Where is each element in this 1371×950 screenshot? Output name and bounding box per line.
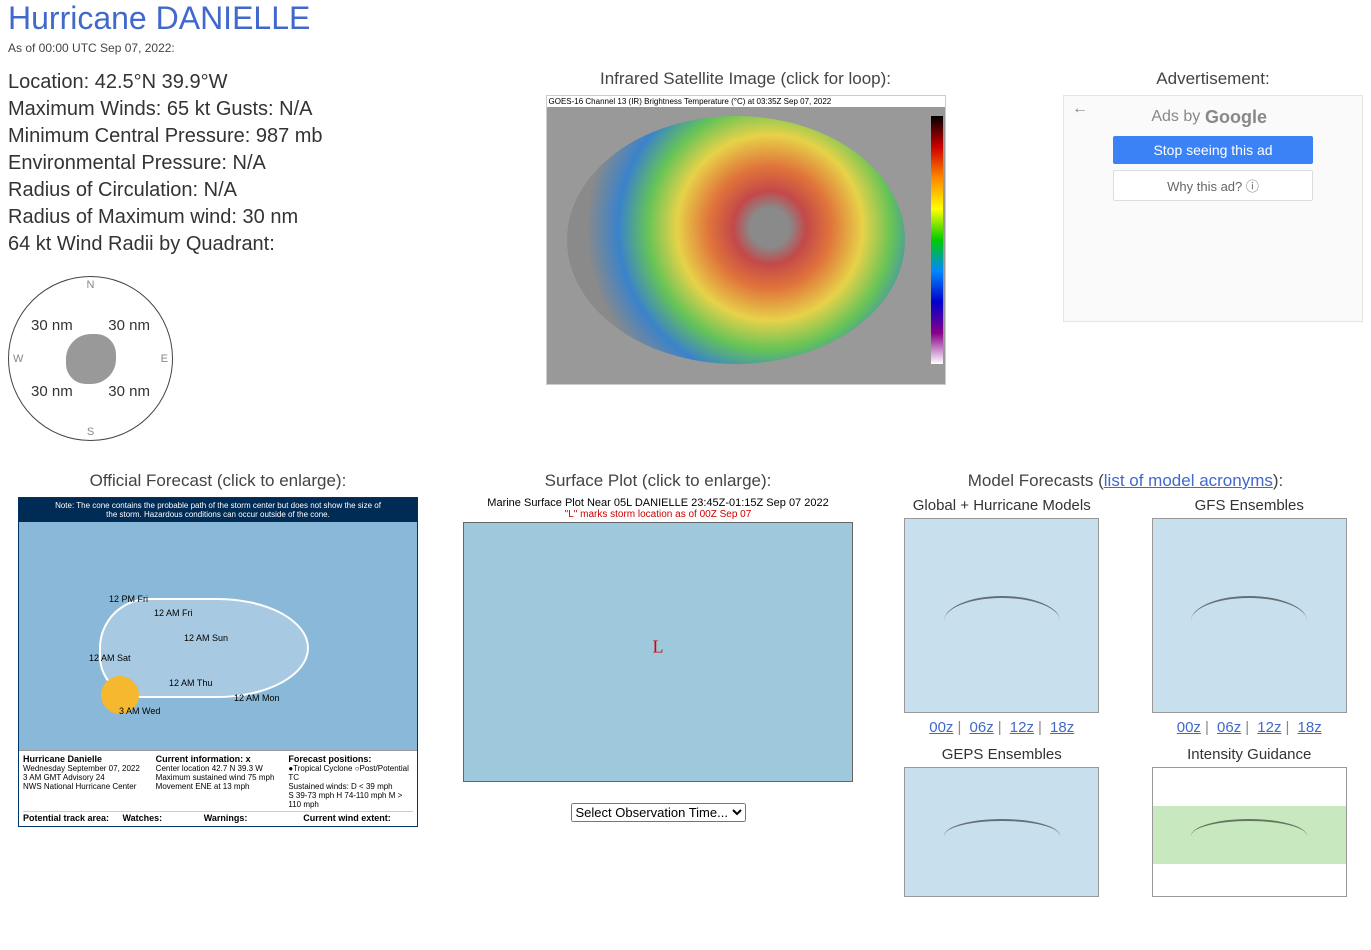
stat-min-pressure: Minimum Central Pressure: 987 mb — [8, 123, 428, 150]
ad-back-arrow-icon[interactable]: ← — [1072, 100, 1088, 118]
top-row: Location: 42.5°N 39.9°W Maximum Winds: 6… — [8, 69, 1363, 441]
forecast-info-panel: Hurricane Danielle Wednesday September 0… — [19, 750, 417, 826]
stat-radius-maxwind: Radius of Maximum wind: 30 nm — [8, 204, 428, 231]
forecast-point-6: 12 AM Sun — [184, 633, 228, 643]
compass-ne-label: 30 nm — [106, 317, 152, 334]
satellite-image[interactable]: GOES-16 Channel 13 (IR) Brightness Tempe… — [546, 95, 946, 385]
svg-text:Google: Google — [1205, 107, 1267, 127]
compass-n: N — [87, 279, 95, 291]
gfs-link-18z[interactable]: 18z — [1298, 719, 1322, 736]
stat-wind-radii-header: 64 kt Wind Radii by Quadrant: — [8, 231, 428, 258]
model-forecasts-column: Model Forecasts (list of model acronyms)… — [888, 471, 1363, 897]
stat-env-pressure: Environmental Pressure: N/A — [8, 150, 428, 177]
gfs-link-00z[interactable]: 00z — [1177, 719, 1201, 736]
compass-se-label: 30 nm — [106, 383, 152, 400]
bottom-row: Official Forecast (click to enlarge): No… — [8, 471, 1363, 897]
intensity-guidance-title: Intensity Guidance — [1136, 746, 1364, 763]
advertisement-column: Advertisement: ← Ads by Google Stop seei… — [1063, 69, 1363, 322]
stop-seeing-ad-button[interactable]: Stop seeing this ad — [1113, 136, 1313, 164]
satellite-colorbar — [931, 116, 943, 364]
forecast-point-3: 12 AM Fri — [154, 608, 193, 618]
compass-nw-label: 30 nm — [29, 317, 75, 334]
global-link-06z[interactable]: 06z — [970, 719, 994, 736]
surface-plot-subtitle: "L" marks storm location as of 00Z Sep 0… — [458, 509, 858, 520]
global-models-title: Global + Hurricane Models — [888, 497, 1116, 514]
surface-plot-l-marker: L — [653, 636, 664, 657]
forecast-point-5: 12 AM Sat — [89, 653, 131, 663]
model-acronyms-link[interactable]: list of model acronyms — [1104, 471, 1273, 490]
intensity-guidance-block: Intensity Guidance — [1136, 746, 1364, 897]
global-models-image[interactable] — [904, 518, 1099, 713]
page-title: Hurricane DANIELLE — [8, 0, 1363, 37]
intensity-guidance-image[interactable] — [1152, 767, 1347, 897]
surface-plot-label: Surface Plot (click to enlarge): — [448, 471, 868, 491]
gfs-link-12z[interactable]: 12z — [1257, 719, 1281, 736]
satellite-label: Infrared Satellite Image (click for loop… — [458, 69, 1033, 89]
geps-ensembles-title: GEPS Ensembles — [888, 746, 1116, 763]
advertisement-label: Advertisement: — [1063, 69, 1363, 89]
compass-sw-label: 30 nm — [29, 383, 75, 400]
official-forecast-label: Official Forecast (click to enlarge): — [8, 471, 428, 491]
official-forecast-image[interactable]: Note: The cone contains the probable pat… — [18, 497, 418, 827]
gfs-ensembles-links: 00z| 06z| 12z| 18z — [1136, 719, 1364, 736]
stat-max-winds: Maximum Winds: 65 kt Gusts: N/A — [8, 96, 428, 123]
ads-by-label: Ads by Google — [1104, 106, 1322, 128]
surface-plot-image[interactable]: Marine Surface Plot Near 05L DANIELLE 23… — [458, 497, 858, 797]
forecast-point-7: 12 AM Mon — [234, 693, 280, 703]
global-link-18z[interactable]: 18z — [1050, 719, 1074, 736]
global-models-links: 00z| 06z| 12z| 18z — [888, 719, 1116, 736]
surface-plot-title: Marine Surface Plot Near 05L DANIELLE 23… — [458, 497, 858, 509]
observation-time-select[interactable]: Select Observation Time... — [571, 803, 746, 822]
stat-location: Location: 42.5°N 39.9°W — [8, 69, 428, 96]
model-forecasts-label: Model Forecasts (list of model acronyms)… — [888, 471, 1363, 491]
wind-radii-compass: N S E W 30 nm 30 nm 30 nm 30 nm — [8, 276, 428, 441]
satellite-column: Infrared Satellite Image (click for loop… — [458, 69, 1033, 385]
forecast-point-1: 3 AM Wed — [119, 706, 160, 716]
compass-w: W — [13, 353, 23, 365]
official-forecast-column: Official Forecast (click to enlarge): No… — [8, 471, 428, 827]
compass-s: S — [87, 426, 94, 438]
global-link-00z[interactable]: 00z — [929, 719, 953, 736]
satellite-image-title: GOES-16 Channel 13 (IR) Brightness Tempe… — [547, 96, 945, 107]
why-this-ad-button[interactable]: Why this ad? ⓘ — [1113, 170, 1313, 201]
satellite-swirl-icon — [567, 116, 905, 364]
forecast-banner: Note: The cone contains the probable pat… — [19, 498, 417, 522]
forecast-point-4: 12 PM Fri — [109, 594, 148, 604]
forecast-point-2: 12 AM Thu — [169, 678, 212, 688]
google-logo-icon: Google — [1205, 106, 1275, 128]
gfs-ensembles-image[interactable] — [1152, 518, 1347, 713]
surface-plot-column: Surface Plot (click to enlarge): Marine … — [448, 471, 868, 822]
gfs-ensembles-block: GFS Ensembles 00z| 06z| 12z| 18z — [1136, 497, 1364, 736]
storm-stats: Location: 42.5°N 39.9°W Maximum Winds: 6… — [8, 69, 428, 258]
compass-blob-icon — [66, 334, 116, 384]
as-of-line: As of 00:00 UTC Sep 07, 2022: — [8, 41, 1363, 55]
stat-radius-circulation: Radius of Circulation: N/A — [8, 177, 428, 204]
global-models-block: Global + Hurricane Models 00z| 06z| 12z|… — [888, 497, 1116, 736]
compass-e: E — [161, 353, 168, 365]
storm-stats-column: Location: 42.5°N 39.9°W Maximum Winds: 6… — [8, 69, 428, 441]
gfs-link-06z[interactable]: 06z — [1217, 719, 1241, 736]
global-link-12z[interactable]: 12z — [1010, 719, 1034, 736]
geps-ensembles-image[interactable] — [904, 767, 1099, 897]
ad-box: ← Ads by Google Stop seeing this ad Why … — [1063, 95, 1363, 322]
gfs-ensembles-title: GFS Ensembles — [1136, 497, 1364, 514]
geps-ensembles-block: GEPS Ensembles — [888, 746, 1116, 897]
